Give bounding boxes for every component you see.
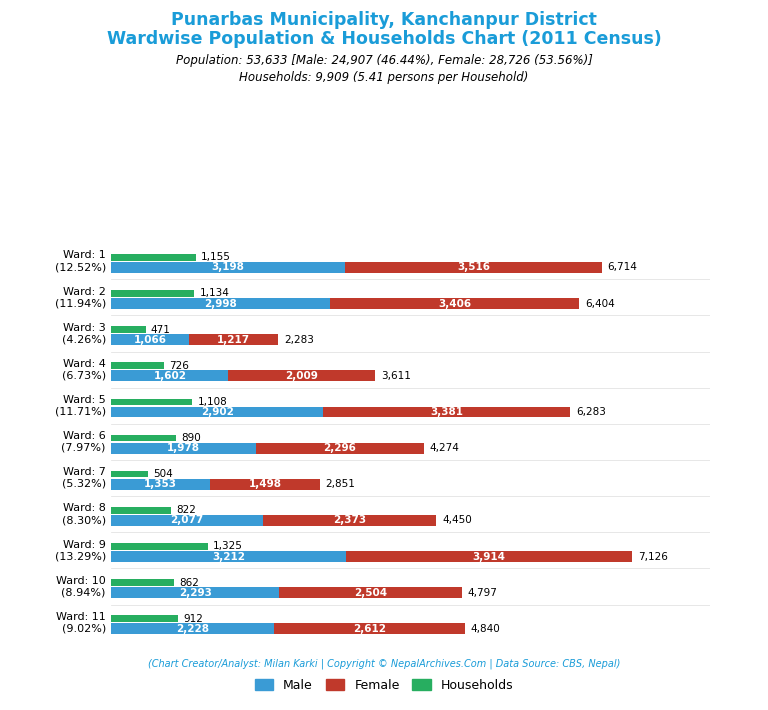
Text: 6,283: 6,283 bbox=[576, 407, 606, 417]
Text: Wardwise Population & Households Chart (2011 Census): Wardwise Population & Households Chart (… bbox=[107, 30, 661, 48]
Bar bbox=[111, 515, 263, 526]
Bar bbox=[111, 507, 171, 513]
Text: 4,450: 4,450 bbox=[442, 515, 472, 525]
Text: 726: 726 bbox=[170, 361, 190, 371]
Text: 3,611: 3,611 bbox=[381, 371, 411, 381]
Text: 1,978: 1,978 bbox=[167, 443, 200, 453]
Bar bbox=[111, 363, 164, 369]
Bar bbox=[345, 262, 602, 273]
Bar bbox=[111, 298, 330, 309]
Bar bbox=[111, 443, 256, 454]
Text: 2,293: 2,293 bbox=[179, 588, 211, 598]
Bar bbox=[111, 327, 146, 333]
Bar bbox=[111, 254, 196, 261]
Bar bbox=[346, 551, 632, 562]
Text: 2,902: 2,902 bbox=[201, 407, 233, 417]
Text: Households: 9,909 (5.41 persons per Household): Households: 9,909 (5.41 persons per Hous… bbox=[240, 71, 528, 84]
Text: 1,108: 1,108 bbox=[197, 397, 227, 407]
Text: 2,283: 2,283 bbox=[284, 334, 314, 344]
Text: 6,404: 6,404 bbox=[585, 299, 615, 309]
Text: 912: 912 bbox=[183, 613, 203, 623]
Bar bbox=[111, 471, 148, 477]
Bar bbox=[111, 334, 189, 345]
Bar bbox=[263, 515, 436, 526]
Bar bbox=[323, 407, 571, 417]
Text: 2,504: 2,504 bbox=[354, 588, 387, 598]
Text: 1,602: 1,602 bbox=[154, 371, 187, 381]
Text: 1,155: 1,155 bbox=[201, 252, 230, 262]
Text: 3,381: 3,381 bbox=[430, 407, 463, 417]
Text: Population: 53,633 [Male: 24,907 (46.44%), Female: 28,726 (53.56%)]: Population: 53,633 [Male: 24,907 (46.44%… bbox=[176, 54, 592, 67]
Text: 4,797: 4,797 bbox=[468, 588, 498, 598]
Bar bbox=[189, 334, 278, 345]
Bar bbox=[111, 407, 323, 417]
Text: 822: 822 bbox=[177, 506, 197, 515]
Text: 1,066: 1,066 bbox=[134, 334, 167, 344]
Bar bbox=[256, 443, 424, 454]
Legend: Male, Female, Households: Male, Female, Households bbox=[250, 674, 518, 697]
Text: 504: 504 bbox=[154, 469, 173, 479]
Bar bbox=[111, 371, 228, 381]
Text: 3,212: 3,212 bbox=[212, 552, 245, 562]
Text: 3,914: 3,914 bbox=[472, 552, 505, 562]
Bar bbox=[111, 398, 192, 405]
Bar bbox=[111, 262, 345, 273]
Text: 4,274: 4,274 bbox=[429, 443, 459, 453]
Text: 2,373: 2,373 bbox=[333, 515, 366, 525]
Bar bbox=[111, 479, 210, 490]
Bar bbox=[111, 579, 174, 586]
Bar bbox=[111, 290, 194, 297]
Text: 1,353: 1,353 bbox=[144, 479, 177, 489]
Text: 2,851: 2,851 bbox=[326, 479, 356, 489]
Bar bbox=[279, 587, 462, 598]
Text: 471: 471 bbox=[151, 324, 170, 334]
Text: 2,009: 2,009 bbox=[286, 371, 318, 381]
Bar bbox=[111, 435, 177, 441]
Text: 1,498: 1,498 bbox=[248, 479, 281, 489]
Text: 2,228: 2,228 bbox=[176, 624, 209, 634]
Text: 1,217: 1,217 bbox=[217, 334, 250, 344]
Bar bbox=[111, 587, 279, 598]
Text: 2,998: 2,998 bbox=[204, 299, 237, 309]
Bar bbox=[111, 616, 178, 622]
Text: 2,612: 2,612 bbox=[353, 624, 386, 634]
Text: 3,516: 3,516 bbox=[457, 263, 490, 273]
Text: 7,126: 7,126 bbox=[637, 552, 667, 562]
Text: 1,325: 1,325 bbox=[214, 542, 243, 552]
Text: 4,840: 4,840 bbox=[471, 624, 501, 634]
Bar bbox=[111, 543, 208, 550]
Text: 1,134: 1,134 bbox=[200, 288, 229, 298]
Bar bbox=[111, 551, 346, 562]
Text: 2,296: 2,296 bbox=[323, 443, 356, 453]
Text: Punarbas Municipality, Kanchanpur District: Punarbas Municipality, Kanchanpur Distri… bbox=[171, 11, 597, 28]
Text: 890: 890 bbox=[181, 433, 201, 443]
Text: 2,077: 2,077 bbox=[170, 515, 204, 525]
Text: (Chart Creator/Analyst: Milan Karki | Copyright © NepalArchives.Com | Data Sourc: (Chart Creator/Analyst: Milan Karki | Co… bbox=[147, 658, 621, 669]
Bar bbox=[111, 623, 274, 634]
Text: 3,406: 3,406 bbox=[439, 299, 472, 309]
Bar bbox=[210, 479, 319, 490]
Bar bbox=[330, 298, 579, 309]
Bar bbox=[274, 623, 465, 634]
Text: 862: 862 bbox=[180, 577, 200, 588]
Text: 3,198: 3,198 bbox=[212, 263, 245, 273]
Text: 6,714: 6,714 bbox=[607, 263, 637, 273]
Bar bbox=[228, 371, 375, 381]
